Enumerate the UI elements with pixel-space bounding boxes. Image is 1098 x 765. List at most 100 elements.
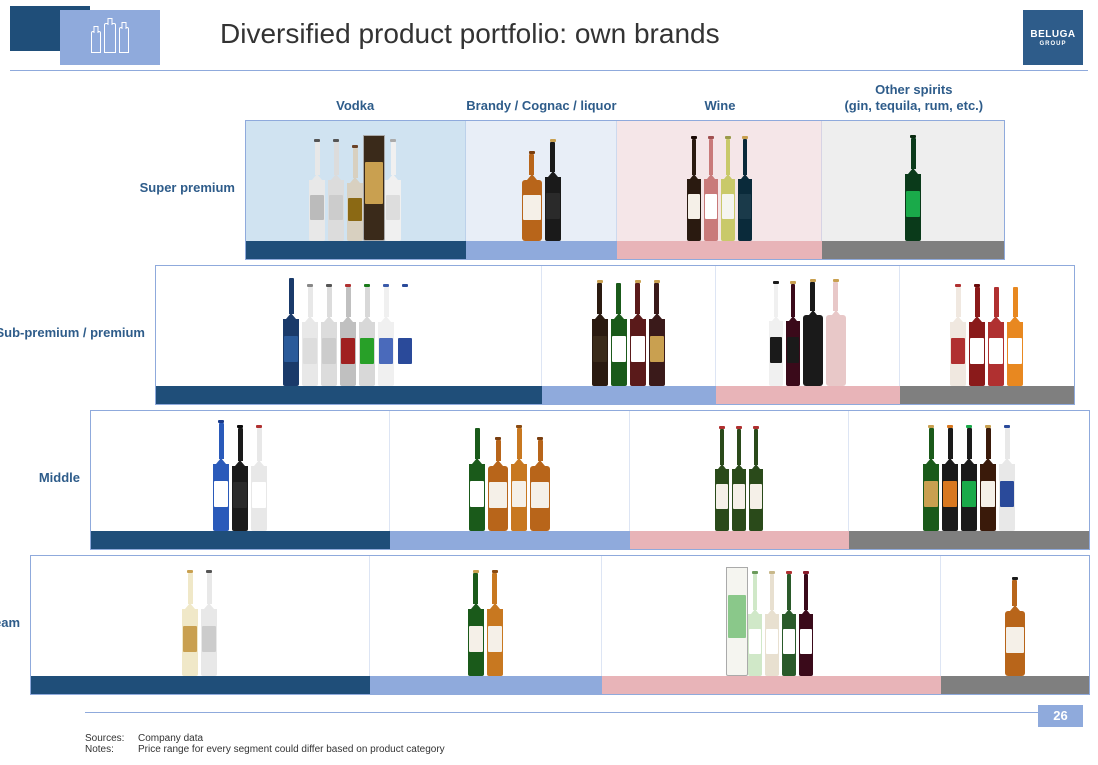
tier-shelf [31,676,1089,694]
product-bottle [232,428,248,531]
product-bottle [309,142,325,241]
slide-title: Diversified product portfolio: own brand… [220,18,720,50]
product-bottle [1005,580,1025,676]
tier-cell [466,121,618,241]
product-bottle [545,142,561,241]
product-bottle [721,139,735,241]
shelf-segment [822,241,1004,259]
shelf-segment [466,241,618,259]
product-bottle [732,429,746,531]
product-bottle [942,428,958,531]
shelf-segment [91,531,390,549]
tier-label: Mainstream [0,615,20,630]
product-bottle [397,287,413,386]
product-bottle [522,154,542,241]
tier-cell [246,121,466,241]
page-number-badge: 26 [1038,705,1083,727]
tier-cell [370,556,603,676]
product-bottle [765,574,779,676]
product-bottle [769,284,783,386]
tier-shelf [156,386,1074,404]
product-bottle [803,282,823,386]
shelf-segment [602,676,941,694]
shelf-segment [849,531,1089,549]
product-bottle [749,429,763,531]
tier-cell [390,411,630,531]
tier-cell [542,266,716,386]
product-bottle [201,573,217,676]
product-bottle [799,574,813,676]
tier-label: Middle [0,470,80,485]
shelf-segment [246,241,466,259]
logo-name: BELUGA [1030,29,1075,40]
product-bottle [340,287,356,386]
product-bottle [980,428,996,531]
header-accent-light [60,10,160,65]
product-bottle [378,287,394,386]
product-bottle [283,278,299,386]
shelf-segment [630,531,850,549]
product-bottle [826,282,846,386]
product-bottle [611,283,627,386]
tier-label: Sub-premium / premium [0,325,145,340]
product-bottle [251,428,267,531]
shelf-segment [390,531,630,549]
column-header: Brandy / Cognac / liquor [465,98,617,114]
product-bottle [905,138,921,241]
tier-label: Super premium [85,180,235,195]
tier-cell [900,266,1074,386]
shelf-segment [900,386,1074,404]
shelf-segment [617,241,822,259]
product-bottle [1007,287,1023,386]
shelf-segment [370,676,603,694]
tier-cell [617,121,822,241]
product-bottle [715,429,729,531]
product-bottle [359,287,375,386]
notes-label: Notes: [85,744,130,755]
product-bottle [782,574,796,676]
logo-sub: GROUP [1039,41,1066,47]
bottles-icon [91,23,129,53]
tier-body [156,266,1074,386]
shelf-segment [156,386,542,404]
pyramid-tier [30,555,1090,695]
product-bottle [748,574,762,676]
tier-cell [31,556,370,676]
product-bottle [738,139,752,241]
product-bottle [729,567,745,676]
tier-cell [849,411,1089,531]
product-bottle [487,573,503,676]
column-header: Wine [617,98,822,114]
footnotes: Sources: Company data Notes: Price range… [85,733,445,755]
product-bottle [385,142,401,241]
product-bottle [687,139,701,241]
sources-value: Company data [138,733,203,744]
tier-cell [156,266,542,386]
column-header: Other spirits (gin, tequila, rum, etc.) [823,82,1005,113]
product-bottle [950,287,966,386]
product-bottle [969,287,985,386]
header-rule [10,70,1088,71]
tier-body [246,121,1004,241]
product-bottle [488,440,508,531]
shelf-segment [941,676,1089,694]
product-bottle [469,428,485,531]
tier-body [31,556,1089,676]
shelf-segment [542,386,716,404]
tier-cell [941,556,1089,676]
product-bottle [999,428,1015,531]
product-bottle [302,287,318,386]
tier-cell [602,556,941,676]
product-bottle [649,283,665,386]
product-bottle [530,440,550,531]
product-bottle [704,139,718,241]
shelf-segment [31,676,370,694]
tier-shelf [91,531,1089,549]
tier-shelf [246,241,1004,259]
product-bottle [366,135,382,241]
pyramid-tier [155,265,1075,405]
sources-label: Sources: [85,733,130,744]
column-header: Vodka [245,98,465,114]
product-bottle [347,148,363,241]
company-logo: BELUGA GROUP [1023,10,1083,65]
